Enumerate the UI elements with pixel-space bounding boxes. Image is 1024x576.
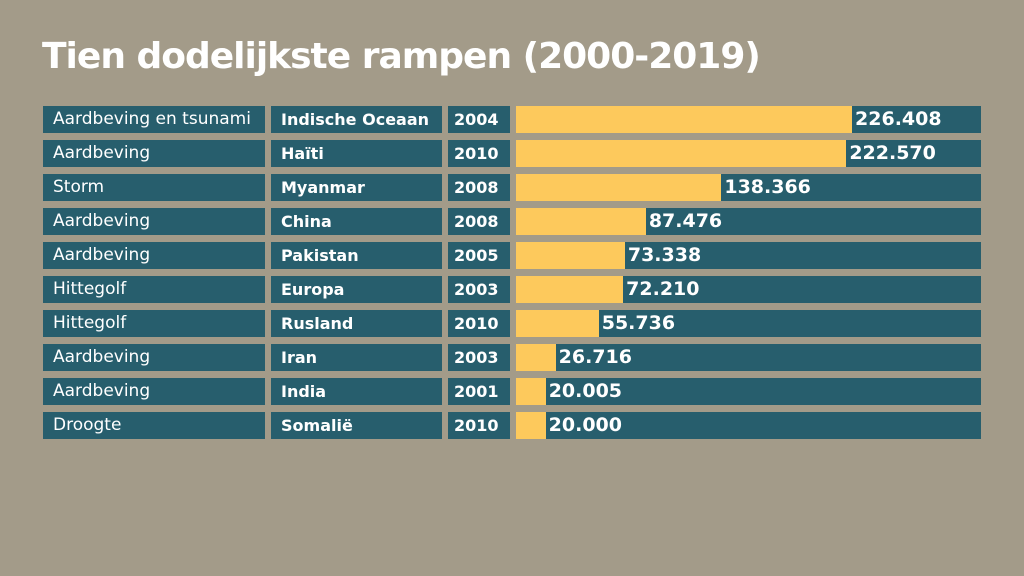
year: 2003 [448, 344, 510, 371]
disaster-type: Aardbeving [43, 242, 265, 269]
data-label: 20.000 [548, 414, 622, 436]
data-label: 226.408 [855, 108, 942, 130]
data-label: 26.716 [558, 346, 632, 368]
year: 2010 [448, 140, 510, 167]
data-label: 72.210 [626, 278, 700, 300]
data-label: 20.005 [548, 380, 623, 402]
bar [516, 208, 646, 235]
bar-track: 87.476 [516, 208, 981, 235]
disaster-type: Aardbeving [43, 140, 265, 167]
disaster-type: Aardbeving [43, 208, 265, 235]
disaster-type: Hittegolf [43, 310, 265, 337]
bar [516, 276, 624, 303]
table-row: Aardbeving en tsunami Indische Oceaan 2004… [43, 106, 981, 133]
bar-track: 73.338 [516, 242, 981, 269]
location: Europa [271, 276, 442, 303]
year: 2008 [448, 174, 510, 201]
year: 2010 [448, 310, 510, 337]
location: China [271, 208, 442, 235]
bar [516, 106, 853, 133]
data-label: 73.338 [627, 244, 702, 266]
bar-track: 72.210 [516, 276, 981, 303]
table-row: Droogte Somalië 2010 20.000 [43, 412, 981, 439]
bar-track: 26.716 [516, 344, 981, 371]
data-label: 87.476 [648, 210, 723, 232]
table-row: Aardbeving Iran 2003 26.716 [43, 344, 981, 371]
year: 2010 [448, 412, 510, 439]
year: 2003 [448, 276, 510, 303]
disaster-type: Aardbeving [43, 344, 265, 371]
disaster-type: Storm [43, 174, 265, 201]
table-row: Aardbeving China 2008 87.476 [43, 208, 981, 235]
bar [516, 242, 625, 269]
disaster-type: Hittegolf [43, 276, 265, 303]
location: Pakistan [271, 242, 442, 269]
location: Rusland [271, 310, 442, 337]
bar [516, 310, 599, 337]
bar-track: 226.408 [516, 106, 981, 133]
table-row: Aardbeving Haïti 2010 222.570 [43, 140, 981, 167]
disaster-type: Aardbeving [43, 378, 265, 405]
bar-track: 20.005 [516, 378, 981, 405]
year: 2005 [448, 242, 510, 269]
location: Iran [271, 344, 442, 371]
bar [516, 140, 847, 167]
table-row: Aardbeving Pakistan 2005 73.338 [43, 242, 981, 269]
bar-track: 55.736 [516, 310, 981, 337]
disaster-type: Aardbeving en tsunami [43, 106, 265, 133]
bar [516, 412, 546, 439]
location: Haïti [271, 140, 442, 167]
location: Indische Oceaan [271, 106, 442, 133]
year: 2004 [448, 106, 510, 133]
location: Myanmar [271, 174, 442, 201]
table-row: Hittegolf Europa 2003 72.210 [43, 276, 981, 303]
year: 2001 [448, 378, 510, 405]
data-label: 138.366 [724, 176, 811, 198]
table-row: Aardbeving India 2001 20.005 [43, 378, 981, 405]
chart-title: Tien dodelijkste rampen (2000-2019) [42, 36, 761, 77]
bar [516, 174, 722, 201]
table-row: Hittegolf Rusland 2010 55.736 [43, 310, 981, 337]
bar-track: 138.366 [516, 174, 981, 201]
location: India [271, 378, 442, 405]
disaster-type: Droogte [43, 412, 265, 439]
year: 2008 [448, 208, 510, 235]
bar-track: 222.570 [516, 140, 981, 167]
table-row: Storm Myanmar 2008 138.366 [43, 174, 981, 201]
bar [516, 378, 546, 405]
data-label: 222.570 [849, 142, 936, 164]
bar-track: 20.000 [516, 412, 981, 439]
data-label: 55.736 [601, 312, 676, 334]
bar [516, 344, 556, 371]
location: Somalië [271, 412, 442, 439]
